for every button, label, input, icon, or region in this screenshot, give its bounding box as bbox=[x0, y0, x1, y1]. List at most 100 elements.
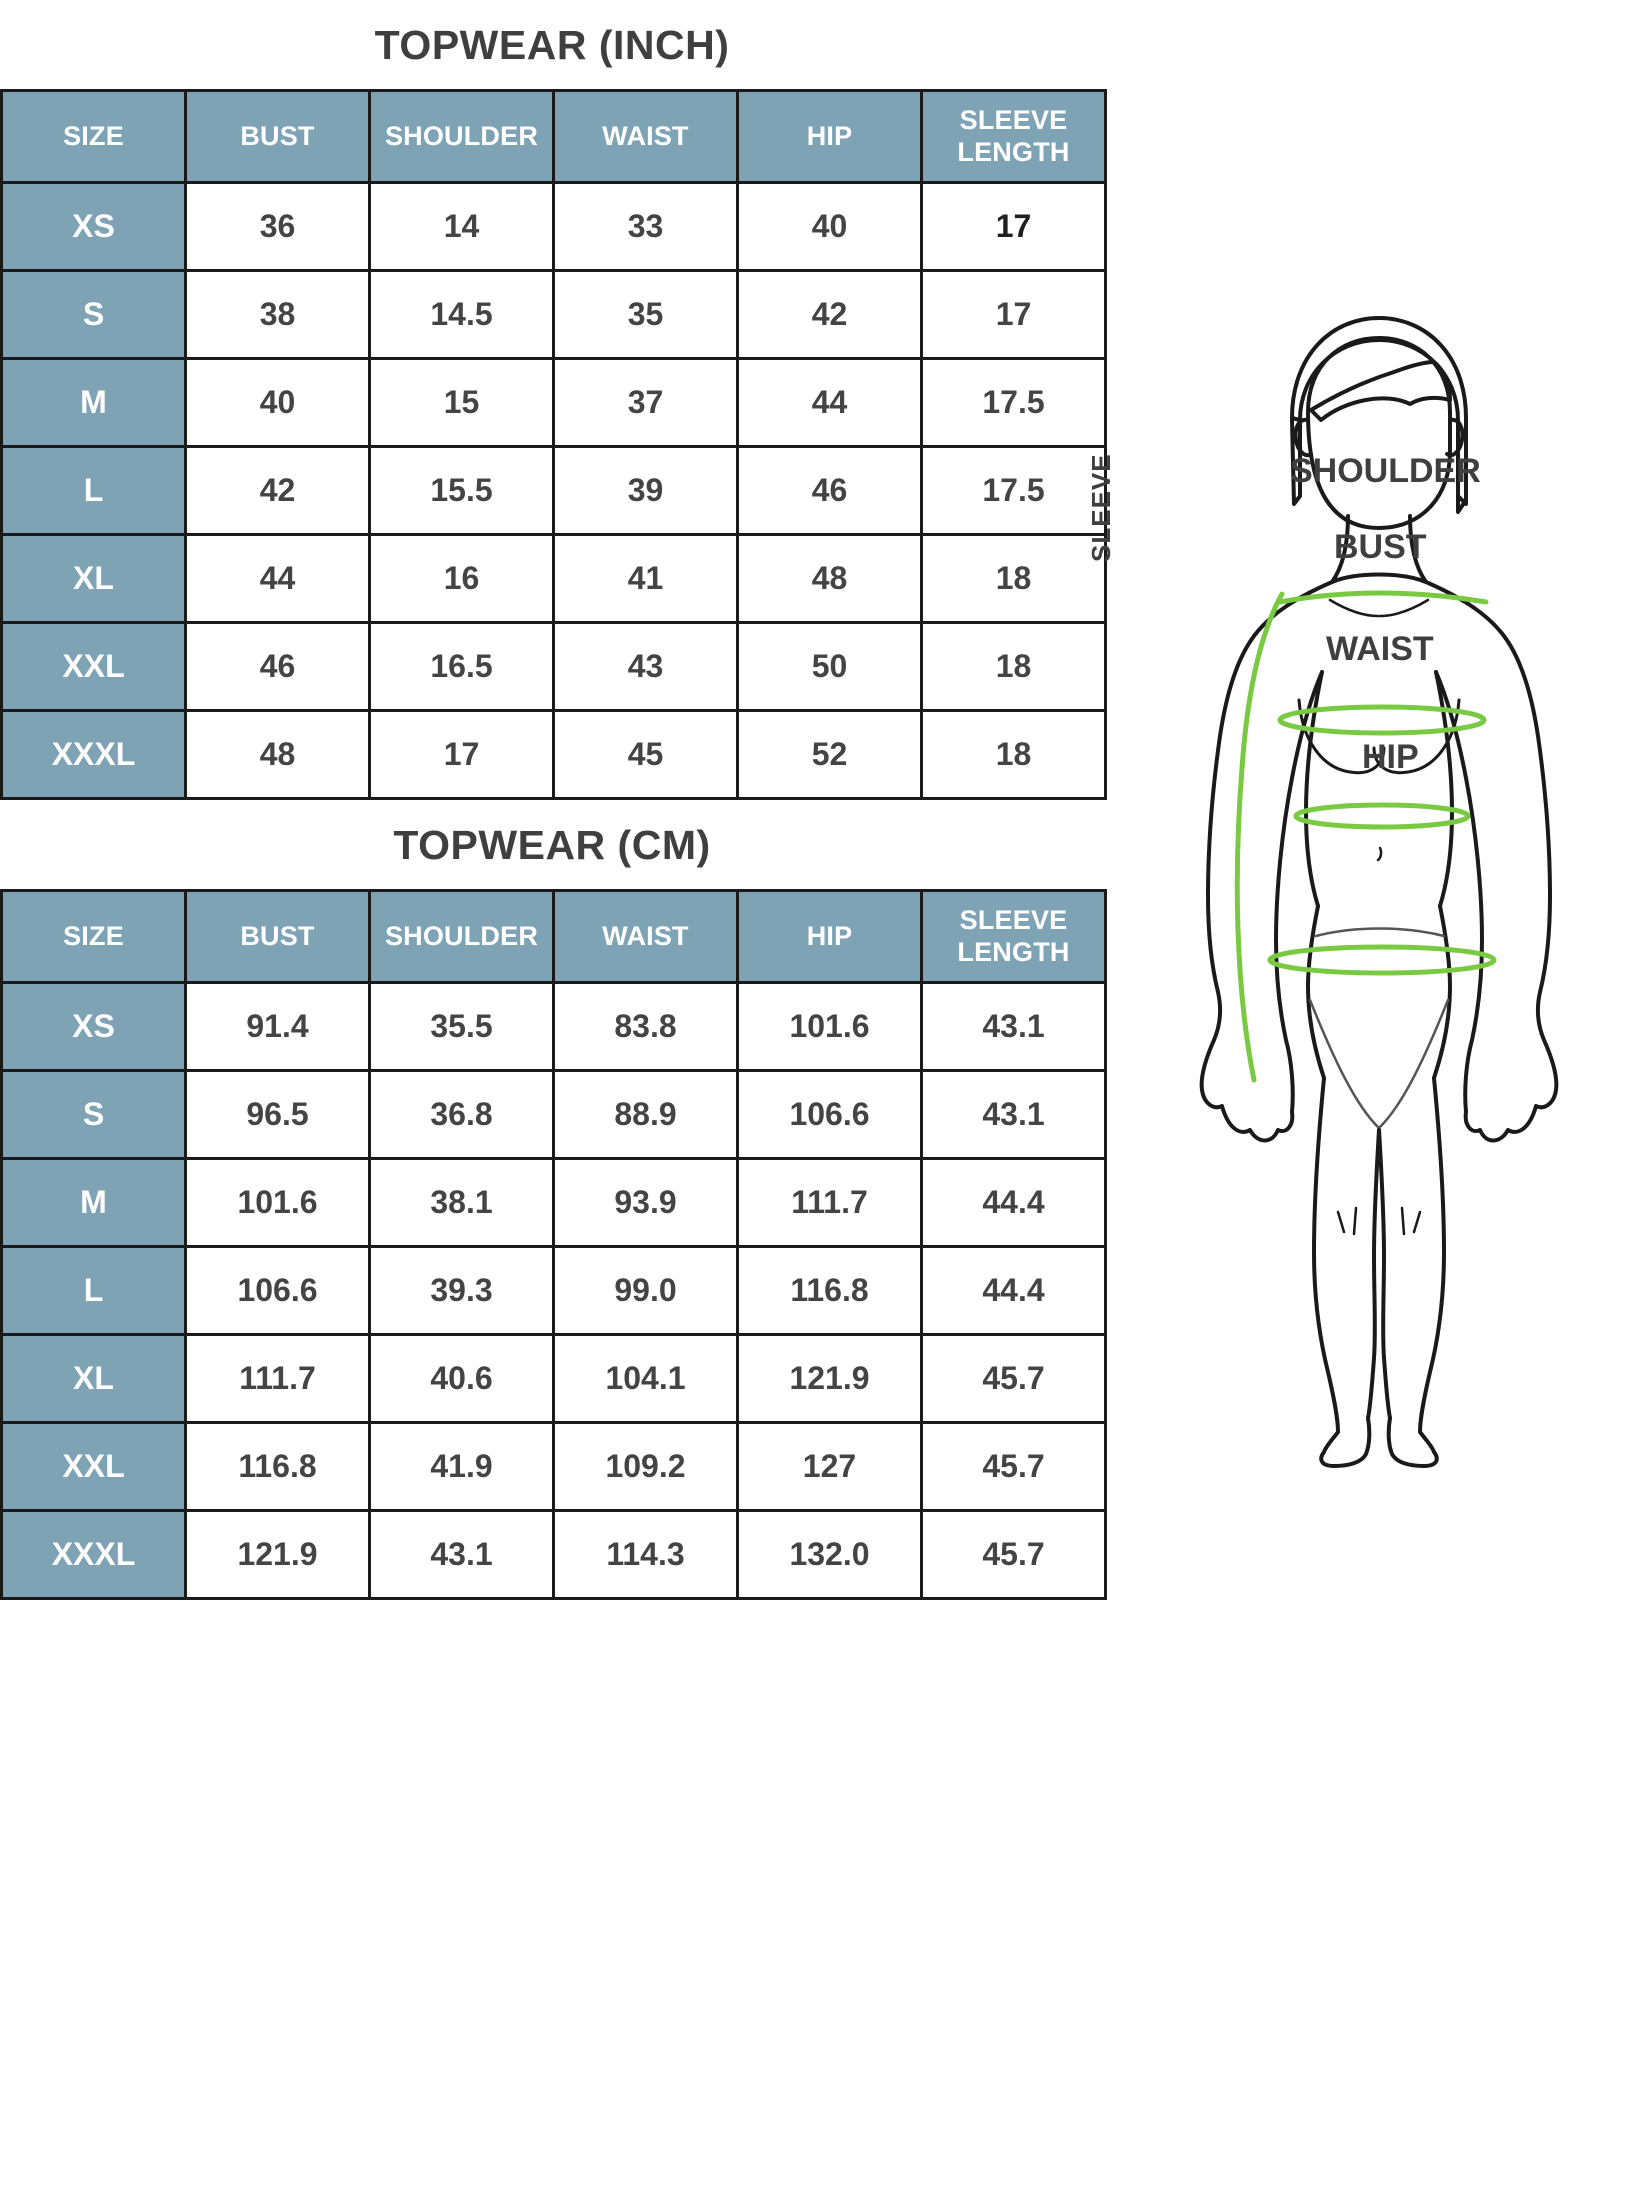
size-label-cell: XXL bbox=[0, 1421, 187, 1512]
measurement-cell-bust: 91.4 bbox=[184, 981, 371, 1072]
measurement-cell-shoulder: 16.5 bbox=[368, 621, 555, 712]
measurement-cell-hip: 42 bbox=[736, 269, 923, 360]
knee-right bbox=[1400, 1206, 1422, 1236]
column-header-hip: HIP bbox=[736, 89, 923, 184]
column-header-sleeve-length: SLEEVE LENGTH bbox=[920, 889, 1107, 984]
shoulder-measure-line bbox=[1277, 590, 1489, 605]
table-row: S 38 14.5 35 42 17 bbox=[0, 269, 1107, 360]
measurement-cell-waist: 104.1 bbox=[552, 1333, 739, 1424]
figure-label-sleeve: SLEEVE bbox=[1086, 453, 1116, 562]
measurement-cell-bust: 121.9 bbox=[184, 1509, 371, 1600]
measurement-cell-waist: 99.0 bbox=[552, 1245, 739, 1336]
measurement-cell-bust: 48 bbox=[184, 709, 371, 800]
measurement-cell-sleeve: 17 bbox=[920, 181, 1107, 272]
column-header-shoulder: SHOULDER bbox=[368, 89, 555, 184]
measurement-cell-bust: 101.6 bbox=[184, 1157, 371, 1248]
size-label-cell: S bbox=[0, 269, 187, 360]
hair-side-left bbox=[1290, 418, 1302, 506]
table-header-row: SIZE BUST SHOULDER WAIST HIP SLEEVE LENG… bbox=[0, 89, 1107, 184]
leg-right-outer bbox=[1386, 1076, 1446, 1468]
measurement-cell-sleeve: 45.7 bbox=[920, 1333, 1107, 1424]
measurement-cell-bust: 111.7 bbox=[184, 1333, 371, 1424]
size-label-cell: XXXL bbox=[0, 1509, 187, 1600]
measurement-cell-shoulder: 17 bbox=[368, 709, 555, 800]
face-outline bbox=[1306, 336, 1452, 530]
table-row: M 101.6 38.1 93.9 111.7 44.4 bbox=[0, 1157, 1107, 1248]
leg-left-inner bbox=[1366, 1128, 1381, 1420]
measurement-cell-shoulder: 35.5 bbox=[368, 981, 555, 1072]
column-header-waist: WAIST bbox=[552, 889, 739, 984]
measurement-cell-shoulder: 15 bbox=[368, 357, 555, 448]
sleeve-measure-line bbox=[1234, 591, 1285, 1083]
neck-outline bbox=[1330, 514, 1428, 584]
measurement-cell-sleeve: 17.5 bbox=[920, 445, 1107, 536]
bust-measure-line bbox=[1277, 704, 1487, 736]
topwear-inch-title: TOPWEAR (INCH) bbox=[374, 22, 730, 68]
measurement-cell-shoulder: 14.5 bbox=[368, 269, 555, 360]
figure-label-hip: HIP bbox=[1362, 738, 1419, 776]
column-header-shoulder: SHOULDER bbox=[368, 889, 555, 984]
measurement-cell-shoulder: 36.8 bbox=[368, 1069, 555, 1160]
size-label-cell: S bbox=[0, 1069, 187, 1160]
measurement-cell-shoulder: 38.1 bbox=[368, 1157, 555, 1248]
measurement-cell-sleeve: 18 bbox=[920, 621, 1107, 712]
table-row: XL 111.7 40.6 104.1 121.9 45.7 bbox=[0, 1333, 1107, 1424]
body-outline-svg bbox=[1199, 316, 1559, 1468]
measurement-cell-bust: 42 bbox=[184, 445, 371, 536]
measurement-cell-bust: 106.6 bbox=[184, 1245, 371, 1336]
table-row: L 42 15.5 39 46 17.5 bbox=[0, 445, 1107, 536]
size-label-cell: XL bbox=[0, 533, 187, 624]
measurement-cell-hip: 48 bbox=[736, 533, 923, 624]
table-row: XXXL 48 17 45 52 18 bbox=[0, 709, 1107, 800]
measurement-cell-hip: 40 bbox=[736, 181, 923, 272]
size-label-cell: M bbox=[0, 1157, 187, 1248]
hair-side-right bbox=[1456, 418, 1468, 506]
measurement-cell-waist: 39 bbox=[552, 445, 739, 536]
measurement-lines bbox=[1234, 590, 1497, 1083]
column-header-size: SIZE bbox=[0, 889, 187, 984]
measurement-cell-sleeve: 45.7 bbox=[920, 1421, 1107, 1512]
measurement-cell-waist: 114.3 bbox=[552, 1509, 739, 1600]
measurement-cell-hip: 121.9 bbox=[736, 1333, 923, 1424]
size-label-cell: M bbox=[0, 357, 187, 448]
shoulder-contour bbox=[1330, 572, 1428, 584]
measurement-cell-waist: 83.8 bbox=[552, 981, 739, 1072]
size-label-cell: XL bbox=[0, 1333, 187, 1424]
size-label-cell: XXL bbox=[0, 621, 187, 712]
column-header-hip: HIP bbox=[736, 889, 923, 984]
figure-label-waist: WAIST bbox=[1326, 630, 1434, 668]
topwear-cm-title: TOPWEAR (CM) bbox=[393, 822, 711, 868]
table-row: XXL 116.8 41.9 109.2 127 45.7 bbox=[0, 1421, 1107, 1512]
tables-column: TOPWEAR (INCH) SIZE BUST SHOULDER WAIST … bbox=[0, 0, 1107, 1600]
measurement-cell-shoulder: 15.5 bbox=[368, 445, 555, 536]
measurement-cell-shoulder: 40.6 bbox=[368, 1333, 555, 1424]
figure-column: SHOULDER BUST WAIST HIP SLEEVE bbox=[1086, 0, 1652, 2200]
measurement-cell-sleeve: 43.1 bbox=[920, 1069, 1107, 1160]
size-label-cell: XS bbox=[0, 181, 187, 272]
measurement-cell-sleeve: 44.4 bbox=[920, 1245, 1107, 1336]
measurement-cell-bust: 38 bbox=[184, 269, 371, 360]
collarbone-right bbox=[1378, 598, 1430, 618]
measurement-cell-shoulder: 14 bbox=[368, 181, 555, 272]
column-header-sleeve-length: SLEEVE LENGTH bbox=[920, 89, 1107, 184]
measurement-cell-waist: 41 bbox=[552, 533, 739, 624]
leg-left-outer bbox=[1312, 1076, 1372, 1468]
topwear-inch-table: SIZE BUST SHOULDER WAIST HIP SLEEVE LENG… bbox=[0, 89, 1107, 800]
measurement-cell-hip: 101.6 bbox=[736, 981, 923, 1072]
measurement-cell-hip: 132.0 bbox=[736, 1509, 923, 1600]
brief-outline bbox=[1308, 998, 1450, 1130]
table-row: XS 91.4 35.5 83.8 101.6 43.1 bbox=[0, 981, 1107, 1072]
measurement-cell-waist: 109.2 bbox=[552, 1421, 739, 1512]
measurement-cell-bust: 46 bbox=[184, 621, 371, 712]
size-label-cell: L bbox=[0, 1245, 187, 1336]
size-label-cell: L bbox=[0, 445, 187, 536]
figure-label-shoulder: SHOULDER bbox=[1290, 452, 1481, 490]
column-header-bust: BUST bbox=[184, 89, 371, 184]
table-row: XXXL 121.9 43.1 114.3 132.0 45.7 bbox=[0, 1509, 1107, 1600]
measurement-cell-shoulder: 16 bbox=[368, 533, 555, 624]
measurement-cell-waist: 45 bbox=[552, 709, 739, 800]
measurement-cell-hip: 106.6 bbox=[736, 1069, 923, 1160]
measurement-cell-hip: 44 bbox=[736, 357, 923, 448]
hip-outline-left bbox=[1306, 904, 1326, 1080]
